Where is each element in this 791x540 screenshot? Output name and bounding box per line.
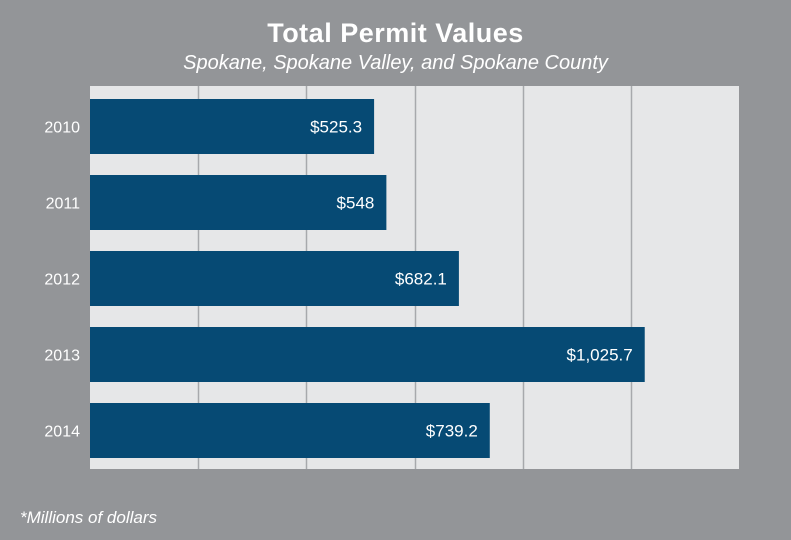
data-label: $739.2 — [426, 422, 478, 441]
bar — [90, 251, 459, 306]
footnote: *Millions of dollars — [20, 508, 157, 527]
chart-title: Total Permit Values — [267, 18, 524, 48]
bar — [90, 175, 387, 230]
data-label: $1,025.7 — [567, 346, 633, 365]
bar — [90, 99, 375, 154]
data-label: $682.1 — [395, 270, 447, 289]
y-tick-label: 2010 — [44, 120, 80, 137]
y-tick-label: 2013 — [44, 348, 80, 365]
data-label: $548 — [337, 194, 375, 213]
bar — [90, 327, 645, 382]
y-tick-label: 2014 — [44, 424, 80, 441]
bar — [90, 403, 490, 458]
y-tick-label: 2011 — [46, 196, 81, 213]
data-label: $525.3 — [310, 118, 362, 137]
y-tick-label: 2012 — [44, 272, 80, 289]
chart-subtitle: Spokane, Spokane Valley, and Spokane Cou… — [183, 52, 608, 74]
